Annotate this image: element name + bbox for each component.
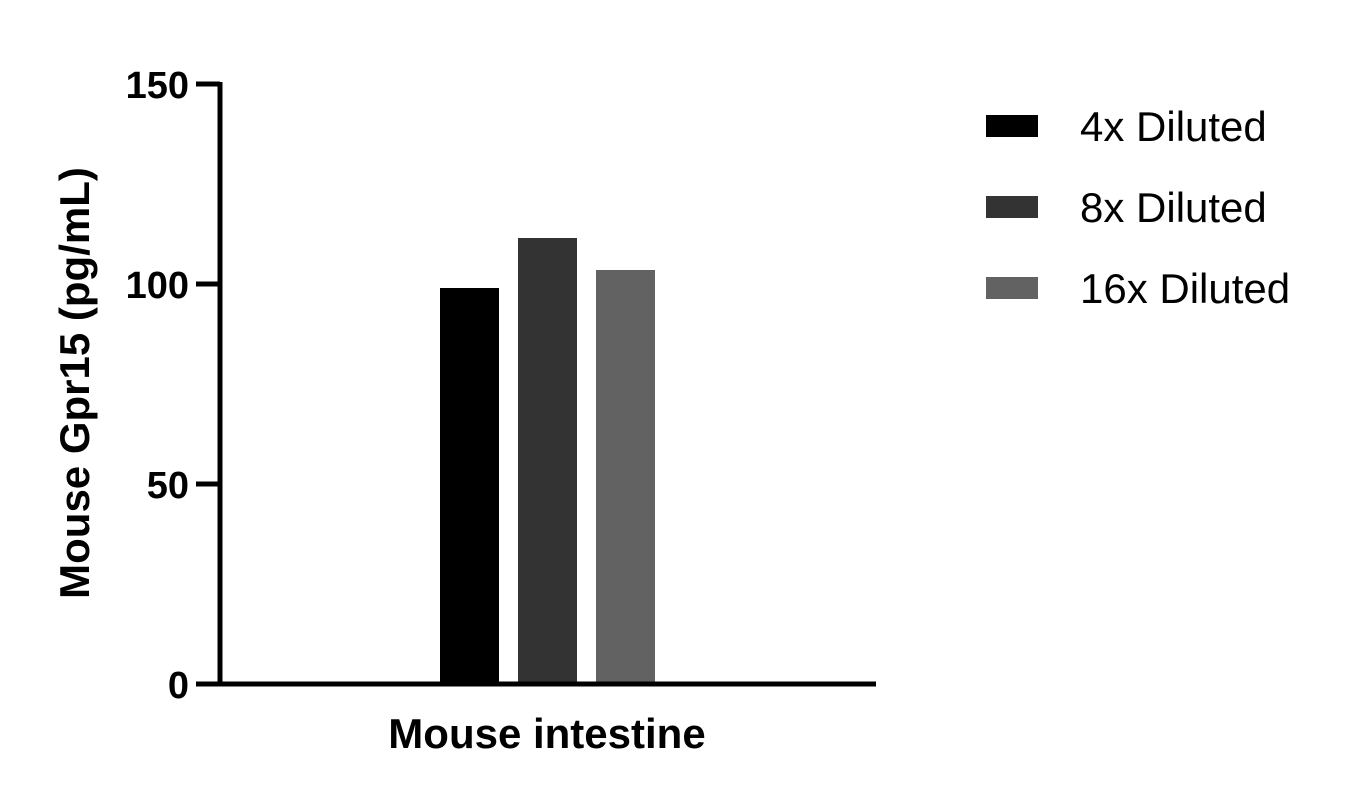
y-tick-label: 50 [147, 465, 189, 507]
bar-8x-diluted [518, 238, 577, 684]
legend-swatch [986, 196, 1038, 218]
x-axis-title: Mouse intestine [388, 710, 705, 757]
legend-swatch [986, 115, 1038, 137]
legend-label: 4x Diluted [1080, 103, 1267, 150]
y-tick-label: 0 [168, 665, 189, 707]
legend-swatch [986, 277, 1038, 299]
bar-16x-diluted [596, 270, 655, 684]
y-axis-title: Mouse Gpr15 (pg/mL) [51, 167, 98, 599]
bar-4x-diluted [440, 288, 499, 684]
y-axis-ticks: 0 50 100 150 [126, 65, 220, 707]
legend: 4x Diluted 8x Diluted 16x Diluted [986, 103, 1290, 312]
legend-label: 16x Diluted [1080, 265, 1290, 312]
legend-label: 8x Diluted [1080, 184, 1267, 231]
y-tick-label: 100 [126, 265, 189, 307]
y-tick-label: 150 [126, 65, 189, 107]
bars [440, 238, 655, 684]
